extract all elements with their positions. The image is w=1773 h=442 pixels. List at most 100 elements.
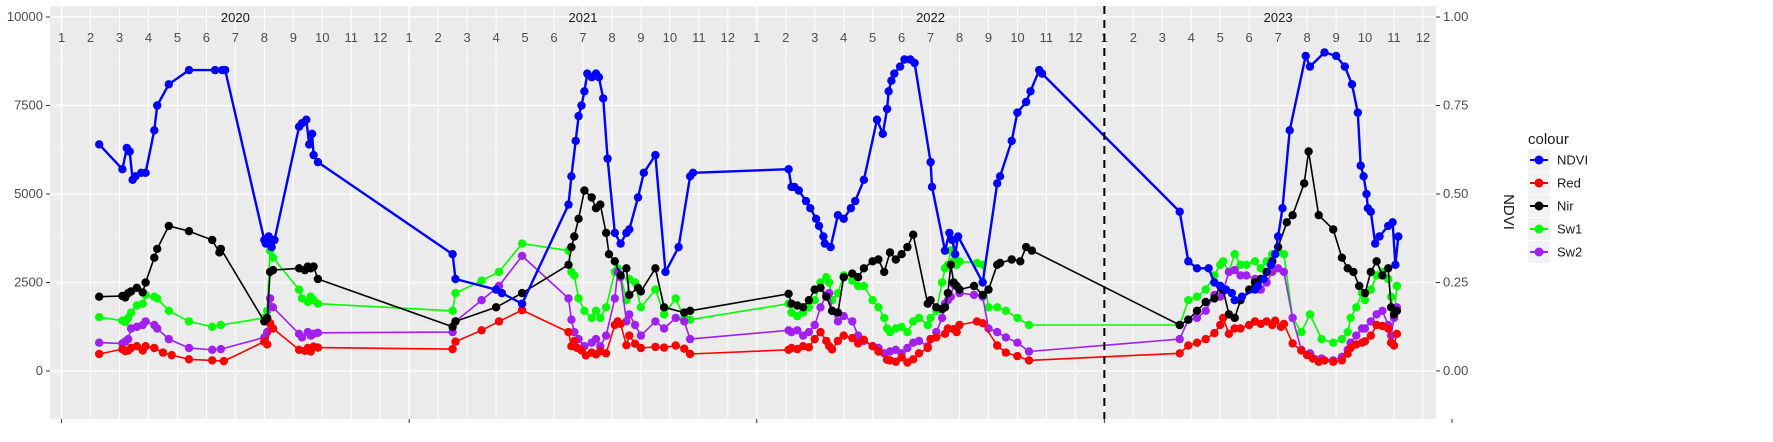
data-point-nir	[940, 303, 950, 312]
data-point-nir	[1372, 257, 1381, 266]
data-point-red	[95, 349, 104, 359]
data-point-ndvi	[1266, 260, 1276, 269]
month-label: 2	[782, 30, 789, 45]
data-point-red	[1224, 329, 1234, 338]
data-point-red	[993, 341, 1002, 350]
data-point-red	[680, 344, 689, 353]
data-point-nir	[636, 287, 646, 296]
data-point-nir	[313, 274, 323, 284]
data-point-sw1	[804, 303, 814, 312]
data-point-ndvi	[594, 73, 604, 82]
data-point-red	[494, 317, 504, 326]
data-point-sw2	[208, 345, 217, 354]
data-point-sw1	[294, 285, 304, 294]
data-point-ndvi	[851, 196, 860, 206]
data-point-nir	[885, 248, 895, 257]
month-label: 1	[753, 30, 760, 45]
data-point-sw1	[914, 313, 924, 323]
data-point-ndvi	[517, 299, 527, 308]
data-point-sw2	[141, 317, 150, 326]
data-point-sw2	[848, 317, 857, 326]
data-point-nir	[587, 193, 596, 202]
month-label: 7	[232, 30, 239, 45]
data-point-ndvi	[651, 150, 660, 160]
data-point-nir	[622, 264, 631, 273]
data-point-ndvi	[900, 55, 909, 64]
month-label: 12	[1068, 30, 1082, 45]
data-point-red	[848, 333, 857, 343]
data-point-nir	[903, 242, 912, 252]
y-tick-label-left: 0	[36, 363, 43, 378]
data-point-red	[671, 341, 680, 350]
data-point-red	[208, 356, 217, 365]
data-point-sw1	[1218, 257, 1228, 266]
data-point-red	[833, 336, 843, 346]
data-point-ndvi	[884, 87, 893, 96]
legend-label: Sw2	[1557, 245, 1582, 260]
data-point-sw2	[610, 294, 619, 303]
data-point-ndvi	[1388, 218, 1397, 227]
data-point-ndvi	[1359, 172, 1368, 181]
month-label: 5	[1217, 30, 1224, 45]
data-point-red	[517, 305, 527, 315]
month-label: 2	[1130, 30, 1137, 45]
data-point-nir	[1201, 297, 1210, 307]
data-point-sw2	[833, 317, 843, 326]
month-label: 2	[87, 30, 94, 45]
legend-label: NDVI	[1557, 153, 1588, 168]
data-point-red	[914, 349, 924, 358]
month-label: 6	[1246, 30, 1253, 45]
data-point-sw1	[993, 303, 1002, 312]
data-point-red	[804, 343, 814, 352]
data-point-ndvi	[309, 150, 318, 160]
data-point-nir	[616, 271, 625, 280]
data-point-red	[923, 343, 932, 353]
y-tick-label-left: 7500	[14, 98, 43, 113]
month-label: 12	[721, 30, 735, 45]
data-point-red	[564, 327, 573, 337]
data-point-nir	[1007, 255, 1016, 264]
data-point-ndvi	[571, 136, 580, 146]
data-point-sw2	[903, 343, 912, 353]
data-point-sw1	[1236, 260, 1245, 269]
data-point-sw2	[567, 315, 576, 324]
data-point-ndvi	[1394, 232, 1403, 241]
data-point-red	[616, 319, 625, 329]
data-point-sw1	[313, 299, 323, 308]
data-point-sw1	[955, 257, 964, 266]
y-tick-label-right: 0.75	[1443, 98, 1468, 113]
data-point-red	[1389, 341, 1399, 350]
data-point-sw2	[164, 334, 173, 344]
month-label: 10	[1358, 30, 1372, 45]
month-label: 4	[145, 30, 152, 45]
data-point-ndvi	[1253, 281, 1263, 291]
data-point-ndvi	[1285, 126, 1294, 135]
y-tick-label-right: 0.50	[1443, 186, 1468, 201]
data-point-ndvi	[661, 267, 670, 277]
data-point-ndvi	[674, 242, 683, 252]
data-point-nir	[153, 244, 162, 254]
data-point-ndvi	[819, 232, 828, 241]
data-point-ndvi	[951, 250, 960, 259]
data-point-red	[477, 326, 486, 335]
data-point-ndvi	[1013, 108, 1022, 117]
data-point-ndvi	[887, 76, 896, 85]
data-point-sw1	[659, 310, 669, 319]
data-point-red	[952, 327, 961, 337]
data-point-red	[1320, 356, 1329, 365]
legend-key-point	[1534, 201, 1544, 211]
data-point-ndvi	[794, 186, 803, 195]
data-point-red	[978, 319, 987, 328]
data-point-ndvi	[141, 168, 150, 177]
data-point-ndvi	[313, 157, 323, 167]
data-point-nir	[596, 200, 605, 209]
data-point-sw2	[95, 338, 104, 347]
data-point-red	[625, 331, 634, 340]
data-point-ndvi	[993, 179, 1002, 188]
axis-bottom	[61, 419, 1453, 423]
data-point-sw1	[651, 285, 660, 294]
data-point-sw1	[517, 239, 527, 248]
data-point-ndvi	[811, 214, 821, 223]
data-point-nir	[1392, 306, 1402, 315]
data-point-sw1	[868, 296, 877, 305]
